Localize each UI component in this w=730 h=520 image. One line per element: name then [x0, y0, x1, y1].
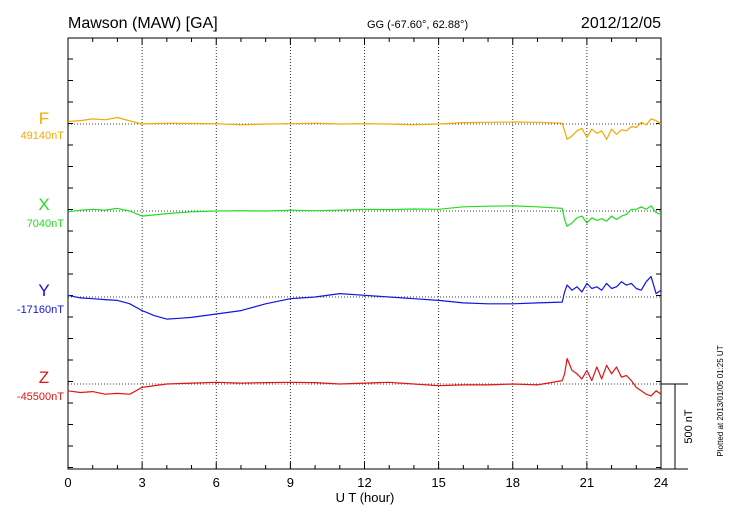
series-baseline-f: 49140nT — [21, 130, 65, 142]
x-tick-label: 18 — [506, 475, 520, 490]
x-tick-label: 21 — [580, 475, 594, 490]
x-tick-label: 3 — [139, 475, 146, 490]
series-line-y — [67, 276, 662, 320]
date-label: 2012/12/05 — [581, 15, 661, 32]
x-tick-label: 12 — [357, 475, 371, 490]
coordinates-label: GG (-67.60°, 62.88°) — [367, 19, 468, 31]
x-tick-label: 15 — [431, 475, 445, 490]
x-tick-label: 0 — [64, 475, 71, 490]
series-baseline-x: 7040nT — [27, 218, 65, 230]
x-tick-label: 9 — [287, 475, 294, 490]
series-baseline-y: -17160nT — [17, 304, 64, 316]
x-axis-title: U T (hour) — [336, 490, 395, 505]
series-line-z — [67, 357, 662, 397]
plotted-at-note: Plotted at 2013/01/05 01:25 UT — [716, 345, 725, 456]
series-line-x — [67, 205, 662, 227]
station-title: Mawson (MAW) [GA] — [68, 15, 218, 32]
series-baseline-z: -45500nT — [17, 391, 64, 403]
series-label-y: Y — [38, 281, 49, 300]
series-label-f: F — [39, 109, 49, 128]
series-line-f — [67, 116, 662, 140]
x-tick-label: 6 — [213, 475, 220, 490]
x-tick-label: 24 — [654, 475, 668, 490]
series-label-z: Z — [39, 368, 49, 387]
series-label-x: X — [38, 195, 49, 214]
scale-bar-label: 500 nT — [683, 409, 695, 444]
plot-area: 0 3 6 9 12 15 18 21 24 F 49140nT X 7040nT Y -17160nT Z -… — [17, 37, 695, 490]
